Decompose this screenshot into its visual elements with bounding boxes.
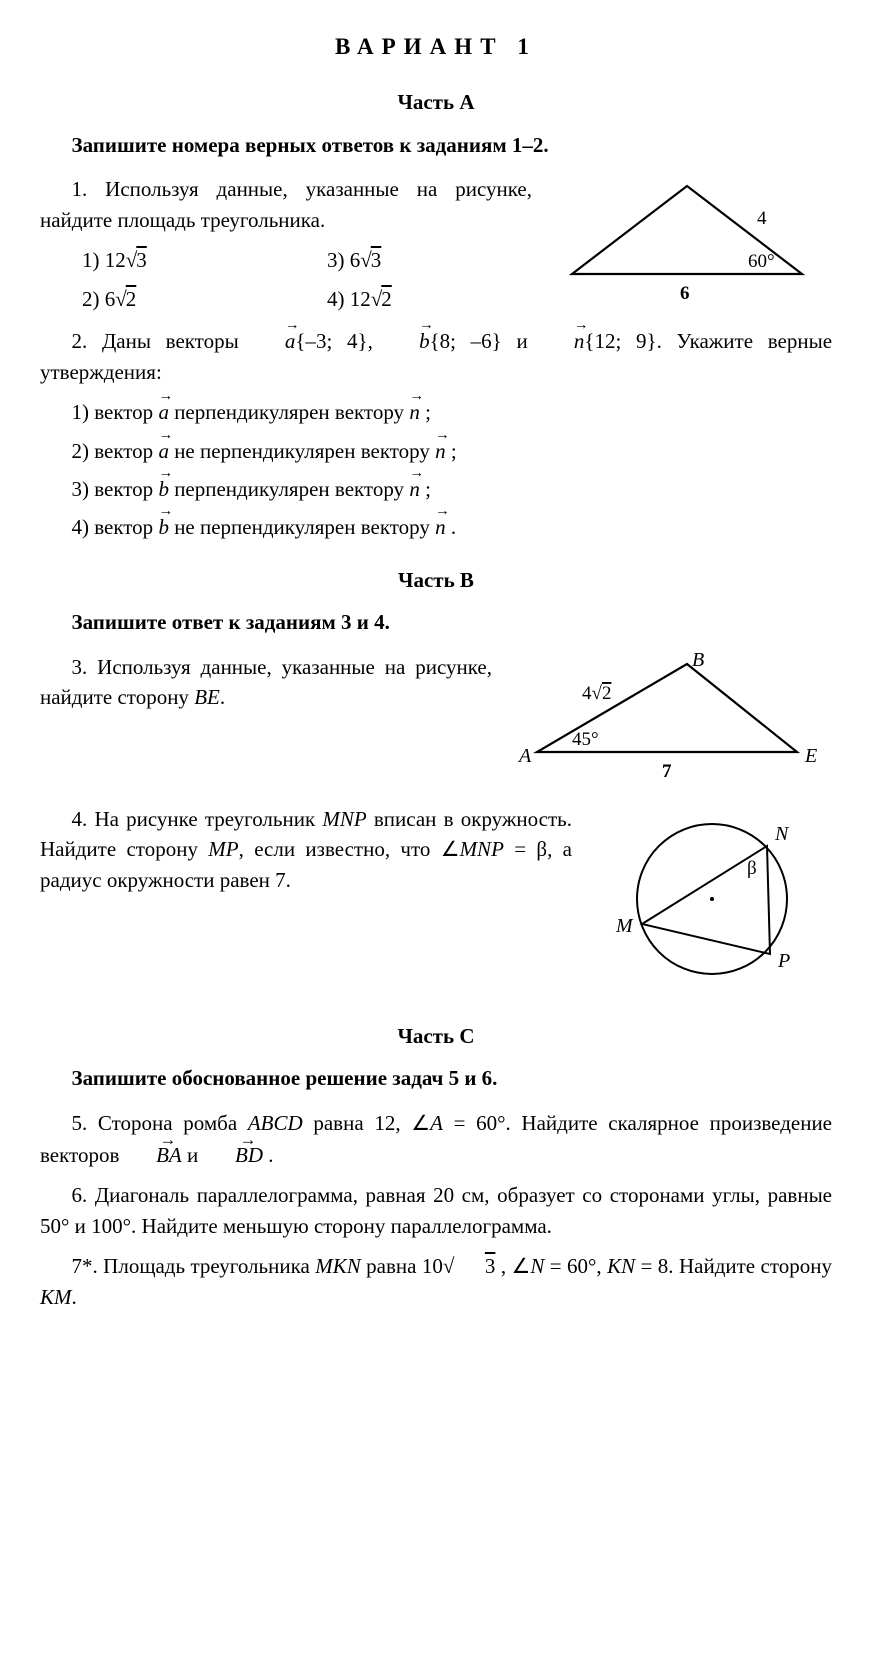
task-1-opt-3: 3) 63 — [327, 245, 532, 275]
task-3-text: 3. Используя данные, указанные на рисунк… — [40, 652, 492, 721]
fig3-base: 7 — [662, 761, 672, 782]
fig3-E: E — [804, 745, 817, 767]
task-2-opt-1: 1) вектор a перпендикулярен вектору n ; — [72, 397, 833, 427]
vec-b: b — [388, 326, 430, 356]
part-b-title: Часть B — [40, 565, 832, 595]
fig1-base: 6 — [680, 283, 690, 304]
task-4: 4. На рисунке треугольник MNP вписан в о… — [40, 804, 832, 999]
task-3: 3. Используя данные, указанные на рисунк… — [40, 652, 832, 792]
fig3-angle: 45° — [572, 729, 599, 750]
task-2-options: 1) вектор a перпендикулярен вектору n ; … — [72, 397, 833, 543]
fig4-M: M — [615, 915, 634, 937]
vec-BD: BD — [204, 1138, 264, 1170]
vec-BA: BA — [125, 1138, 182, 1170]
task-2-opt-2: 2) вектор a не перпендикулярен вектору n… — [72, 436, 833, 466]
vec-n: n — [542, 326, 584, 356]
fig3-side: 4√2 — [582, 683, 611, 704]
fig4-P: P — [777, 950, 790, 972]
task-5: 5. Сторона ромба ABCD равна 12, ∠A = 60°… — [40, 1108, 832, 1171]
task-2: 2. Даны векторы a{–3; 4}, b{8; –6} и n{1… — [40, 326, 832, 543]
task-1-opt-4: 4) 122 — [327, 284, 532, 314]
part-b-instruction: Запишите ответ к заданиям 3 и 4. — [40, 607, 832, 637]
main-title: ВАРИАНТ 1 — [40, 30, 832, 63]
task-1-num: 1. — [72, 177, 88, 201]
task-1-options: 1) 123 3) 63 2) 62 4) 122 — [82, 245, 532, 314]
part-c-instruction: Запишите обоснованное решение задач 5 и … — [40, 1063, 832, 1093]
task-1-opt-2: 2) 62 — [82, 284, 287, 314]
part-a-instruction: Запишите номера верных ответов к задания… — [40, 130, 832, 160]
part-a-title: Часть A — [40, 87, 832, 117]
fig1-angle: 60° — [748, 251, 775, 272]
task-6: 6. Диагональ параллелограмма, равная 20 … — [40, 1180, 832, 1241]
part-c-title: Часть C — [40, 1021, 832, 1051]
task-1: 1. Используя данные, указанные на рисунк… — [40, 174, 832, 314]
fig4-N: N — [774, 823, 790, 845]
task-2-opt-3: 3) вектор b перпендикулярен вектору n ; — [72, 474, 833, 504]
task-4-figure: M N P β — [592, 804, 832, 999]
task-2-opt-4: 4) вектор b не перпендикулярен вектору n… — [72, 512, 833, 542]
fig3-B: B — [692, 652, 704, 671]
task-1-text: 1. Используя данные, указанные на рисунк… — [40, 174, 532, 314]
task-1-opt-1: 1) 123 — [82, 245, 287, 275]
task-1-figure: 4 60° 6 — [552, 174, 832, 314]
task-4-text: 4. На рисунке треугольник MNP вписан в о… — [40, 804, 572, 903]
task-1-body: Используя данные, указанные на рисунке, … — [40, 177, 532, 231]
fig1-side-4: 4 — [757, 208, 767, 229]
fig3-A: A — [517, 745, 532, 767]
vec-a: a — [253, 326, 295, 356]
task-7: 7*. Площадь треугольника MKN равна 103 ,… — [40, 1251, 832, 1312]
fig4-beta: β — [747, 858, 757, 879]
task-3-figure: A B E 4√2 45° 7 — [512, 652, 832, 792]
